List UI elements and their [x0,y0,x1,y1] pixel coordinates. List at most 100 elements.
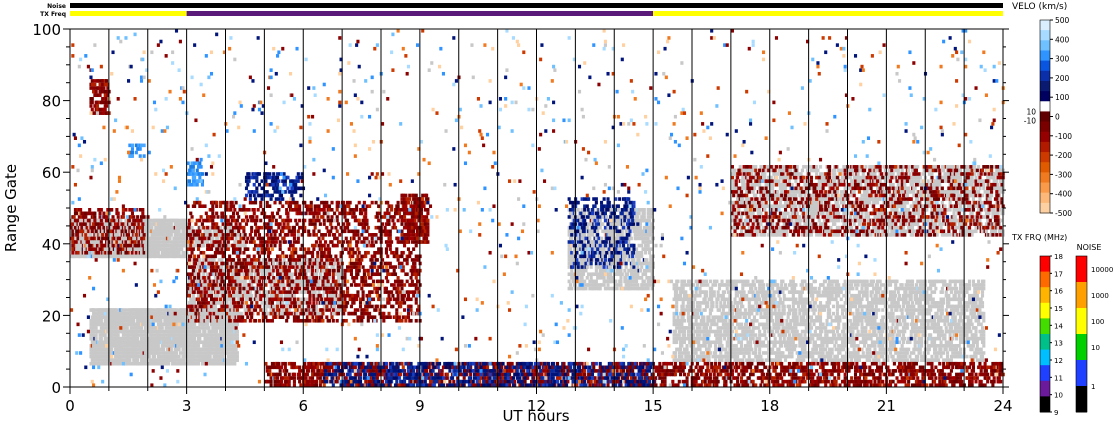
echo-cell [594,268,598,273]
echo-cell [756,326,760,330]
echo-cell [111,340,115,345]
echo-cell [758,297,762,302]
echo-cell [93,340,97,345]
echo-cell [751,279,755,284]
echo-cell [314,272,319,277]
echo-cell [200,240,204,244]
echo-cell [142,240,146,244]
echo-cell [702,318,706,323]
echo-cell [141,336,145,341]
echo-cell [773,308,777,312]
echo-cell [680,322,684,327]
echo-cell [221,308,225,312]
echo-cell [229,311,233,316]
echo-cell [763,333,767,337]
echo-cell [698,308,702,312]
echo-cell [602,283,606,287]
echo-cell [764,297,768,302]
echo-cell [237,229,241,234]
echo-cell [235,358,239,362]
echo-cell [631,254,635,259]
echo-cell [698,286,702,291]
echo-cell [116,233,120,237]
echo-cell [747,354,751,359]
echo-cell [150,225,154,230]
echo-cell [167,361,171,366]
echo-cell [640,250,644,255]
echo-cell [152,340,157,345]
echo-cell [225,236,229,241]
echo-cell [151,333,155,337]
echo-cell [121,358,125,362]
echo-cell [242,229,246,234]
echo-cell [215,329,219,334]
echo-cell [112,218,116,223]
echo-cell [649,240,653,244]
echo-cell [250,272,254,277]
echo-cell [737,336,741,341]
echo-cell [127,336,131,341]
echo-cell [711,304,715,309]
echo-cell [124,315,128,319]
echo-cell [686,351,690,355]
echo-cell [141,311,145,316]
echo-cell [624,254,628,259]
echo-cell [95,361,100,366]
echo-cell [136,358,140,362]
echo-cell [159,361,163,366]
echo-cell [159,311,163,316]
status-bar-segment [70,3,1003,8]
echo-cell [176,243,180,248]
echo-cell [724,347,728,352]
echo-cell [239,243,243,248]
echo-cell [317,290,321,294]
echo-cell [625,272,630,277]
echo-cell [736,293,740,298]
echo-cell [176,233,180,237]
echo-cell [142,236,146,241]
echo-cell [619,279,623,284]
echo-cell [212,229,216,234]
echo-cell [154,326,158,330]
echo-cell [115,326,119,330]
echo-cell [187,225,192,230]
echo-cell [95,351,100,355]
echo-cell [125,225,129,230]
echo-cell [139,218,144,223]
echo-cell [771,329,775,334]
echo-cell [747,351,751,355]
echo-cell [93,308,97,312]
echo-cell [120,308,124,312]
echo-cell [761,340,766,345]
echo-cell [163,336,167,341]
echo-cell [211,308,215,312]
echo-cell [761,283,766,287]
echo-cell [202,243,206,248]
echo-cell [77,243,81,248]
echo-cell [125,326,129,330]
echo-cell [156,250,160,255]
echo-cell [681,315,685,319]
echo-cell [99,336,103,341]
echo-cell [638,225,642,230]
echo-cell [254,261,258,266]
echo-cell [707,347,711,352]
echo-cell [704,293,709,298]
echo-cell [636,272,640,277]
echo-cell [241,233,245,237]
echo-cell [127,233,131,237]
echo-cell [260,301,264,305]
echo-cell [233,229,237,234]
status-bar-segment [653,11,1003,16]
echo-cell [137,333,141,337]
echo-cell [130,225,134,230]
echo-cell [160,250,164,255]
echo-cell [321,311,325,316]
echo-cell [130,361,134,366]
echo-cell [726,290,731,294]
echo-cell [141,361,145,366]
echo-cell [235,340,239,345]
echo-cell [155,247,159,251]
echo-cell [86,254,90,259]
